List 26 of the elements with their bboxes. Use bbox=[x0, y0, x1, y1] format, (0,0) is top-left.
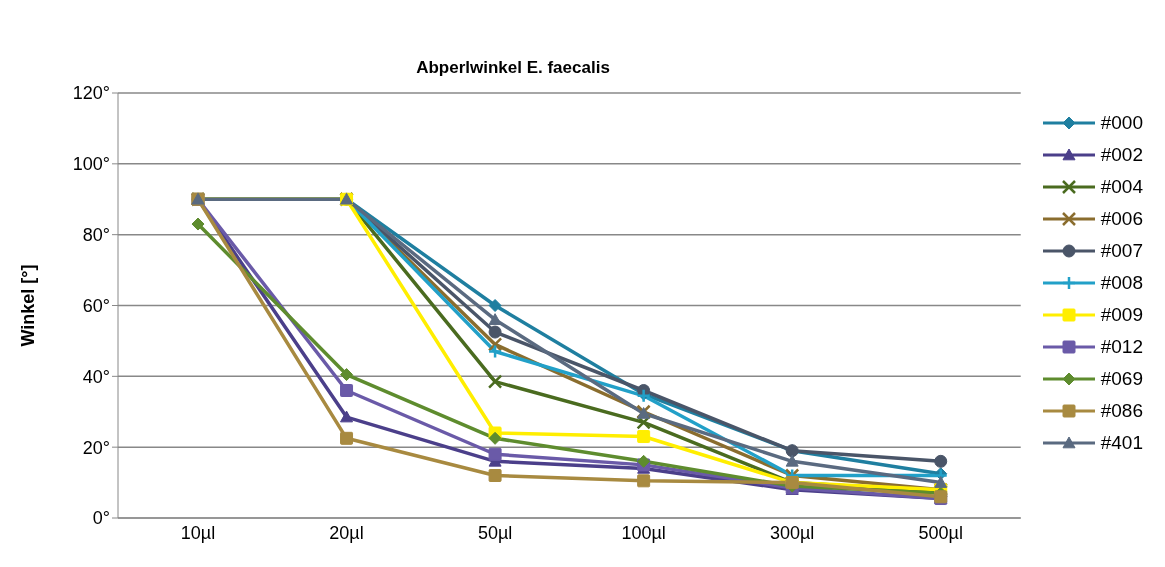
x-tick-label: 50µl bbox=[477, 522, 513, 543]
x-tick-label: 500µl bbox=[918, 522, 963, 543]
y-tick-label: 100° bbox=[72, 154, 110, 175]
legend-label: #401 bbox=[1100, 432, 1143, 454]
legend-label: #006 bbox=[1100, 208, 1143, 230]
y-tick-label: 80° bbox=[82, 225, 110, 246]
y-tick-label: 40° bbox=[82, 366, 110, 387]
legend-label: #000 bbox=[1100, 112, 1143, 134]
x-tick-label: 20µl bbox=[329, 522, 364, 543]
y-tick-label: 20° bbox=[82, 437, 110, 458]
legend-label: #009 bbox=[1100, 304, 1143, 326]
legend-label: #086 bbox=[1100, 400, 1143, 422]
y-tick-label: 0° bbox=[92, 508, 110, 529]
legend-label: #069 bbox=[1100, 368, 1143, 390]
y-axis-title: Winkel [°] bbox=[18, 264, 39, 347]
legend-label: #007 bbox=[1100, 240, 1143, 262]
legend-label: #004 bbox=[1100, 176, 1143, 198]
x-tick-label: 10µl bbox=[180, 522, 216, 543]
chart-title: Abperlwinkel E. faecalis bbox=[415, 58, 611, 78]
y-tick-label: 60° bbox=[82, 295, 110, 316]
x-tick-label: 300µl bbox=[769, 522, 815, 543]
x-tick-label: 100µl bbox=[621, 522, 666, 543]
legend-label: #002 bbox=[1100, 144, 1143, 166]
y-tick-label: 120° bbox=[72, 83, 110, 104]
legend-label: #012 bbox=[1100, 336, 1143, 358]
legend-label: #008 bbox=[1100, 272, 1143, 294]
